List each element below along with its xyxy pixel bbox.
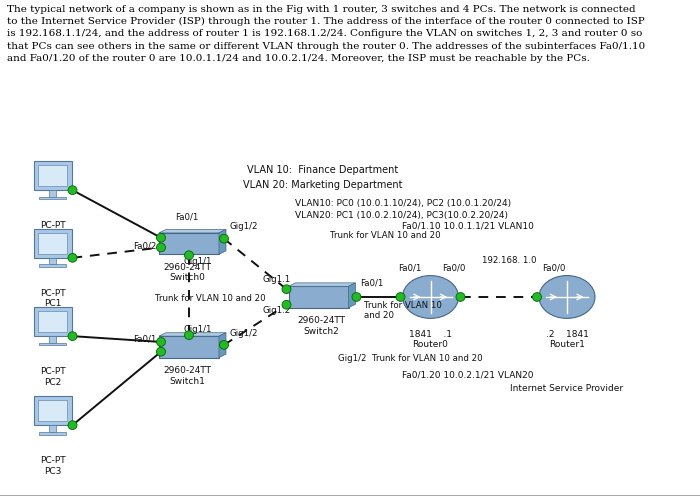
Bar — [39, 343, 66, 346]
Bar — [34, 161, 71, 190]
Bar — [39, 196, 66, 199]
Circle shape — [352, 293, 361, 302]
Text: Internet Service Provider: Internet Service Provider — [510, 384, 624, 393]
Text: Fa0/1: Fa0/1 — [398, 263, 422, 272]
Circle shape — [396, 293, 405, 302]
Circle shape — [282, 285, 291, 294]
Polygon shape — [159, 333, 226, 336]
Circle shape — [68, 332, 77, 341]
Bar — [39, 264, 66, 267]
Circle shape — [157, 347, 165, 356]
Text: Gig1/2: Gig1/2 — [229, 222, 258, 231]
Polygon shape — [159, 336, 219, 358]
Text: .2    1841
Router1: .2 1841 Router1 — [545, 330, 589, 350]
Polygon shape — [219, 230, 226, 254]
Bar — [38, 165, 67, 186]
Bar — [38, 311, 67, 332]
Text: Fa0/1.10 10.0.1.1/21 VLAN10: Fa0/1.10 10.0.1.1/21 VLAN10 — [402, 222, 534, 231]
Circle shape — [157, 243, 165, 252]
Bar — [49, 425, 56, 432]
Text: VLAN20: PC1 (10.0.2.10/24), PC3(10.0.2.20/24): VLAN20: PC1 (10.0.2.10/24), PC3(10.0.2.2… — [295, 211, 508, 220]
Circle shape — [456, 293, 465, 302]
Text: VLAN 20: Marketing Department: VLAN 20: Marketing Department — [244, 180, 402, 189]
Bar — [39, 432, 66, 434]
Text: Fa0/1: Fa0/1 — [360, 279, 384, 288]
Polygon shape — [288, 283, 356, 286]
Polygon shape — [159, 230, 226, 233]
Circle shape — [157, 233, 165, 242]
Text: PC-PT
PC1: PC-PT PC1 — [40, 289, 65, 309]
Circle shape — [157, 338, 165, 346]
Polygon shape — [288, 286, 349, 308]
Text: Trunk for VLAN 10 and 20: Trunk for VLAN 10 and 20 — [330, 231, 440, 240]
Text: 2960-24TT
Switch1: 2960-24TT Switch1 — [163, 366, 211, 386]
Bar — [49, 190, 56, 196]
Text: Gig1/2  Trunk for VLAN 10 and 20: Gig1/2 Trunk for VLAN 10 and 20 — [338, 354, 482, 363]
Circle shape — [282, 301, 291, 309]
Text: Gig1/2: Gig1/2 — [229, 329, 258, 338]
Ellipse shape — [402, 276, 458, 318]
Text: Trunk for VLAN 10 and 20: Trunk for VLAN 10 and 20 — [155, 294, 265, 303]
Bar — [49, 336, 56, 343]
Circle shape — [220, 234, 228, 243]
Bar — [34, 307, 71, 336]
Text: Gig1/1: Gig1/1 — [184, 256, 213, 265]
Bar — [38, 400, 67, 421]
Text: VLAN10: PC0 (10.0.1.10/24), PC2 (10.0.1.20/24): VLAN10: PC0 (10.0.1.10/24), PC2 (10.0.1.… — [295, 198, 511, 207]
Ellipse shape — [539, 276, 595, 318]
Bar — [38, 233, 67, 254]
Text: Fa0/0: Fa0/0 — [442, 263, 466, 272]
Text: Fa0/1: Fa0/1 — [134, 334, 157, 344]
Text: 192.168. 1.0: 192.168. 1.0 — [482, 255, 536, 264]
Text: Gig1/1: Gig1/1 — [184, 325, 213, 334]
Text: PC-PT
PC0: PC-PT PC0 — [40, 221, 65, 241]
Circle shape — [533, 293, 542, 302]
Bar — [34, 396, 71, 425]
Polygon shape — [159, 233, 219, 254]
Circle shape — [68, 253, 77, 262]
Circle shape — [68, 186, 77, 194]
Text: PC-PT
PC3: PC-PT PC3 — [40, 456, 65, 476]
Circle shape — [185, 331, 193, 340]
Text: Trunk for VLAN 10
and 20: Trunk for VLAN 10 and 20 — [363, 301, 442, 320]
Text: Gig1.2: Gig1.2 — [262, 306, 290, 315]
Text: Fa0/1.20 10.0.2.1/21 VLAN20: Fa0/1.20 10.0.2.1/21 VLAN20 — [402, 371, 533, 380]
Text: Gig1.1: Gig1.1 — [262, 275, 290, 284]
Text: PC-PT
PC2: PC-PT PC2 — [40, 367, 65, 387]
Text: Fa0/2: Fa0/2 — [134, 241, 157, 250]
Text: 1841    .1
Router0: 1841 .1 Router0 — [409, 330, 452, 350]
Bar — [34, 229, 71, 258]
Polygon shape — [219, 333, 226, 358]
Text: VLAN 10:  Finance Department: VLAN 10: Finance Department — [247, 165, 398, 175]
Text: Fa0/1: Fa0/1 — [175, 212, 198, 221]
Text: 2960-24TT
Switch0: 2960-24TT Switch0 — [163, 263, 211, 282]
Polygon shape — [349, 283, 356, 308]
Text: 2960-24TT
Switch2: 2960-24TT Switch2 — [298, 316, 346, 336]
Circle shape — [220, 340, 228, 349]
Circle shape — [68, 421, 77, 430]
Bar — [49, 258, 56, 264]
Circle shape — [185, 251, 193, 259]
Text: The typical network of a company is shown as in the Fig with 1 router, 3 switche: The typical network of a company is show… — [7, 5, 645, 62]
Text: Fa0/0: Fa0/0 — [542, 263, 566, 272]
